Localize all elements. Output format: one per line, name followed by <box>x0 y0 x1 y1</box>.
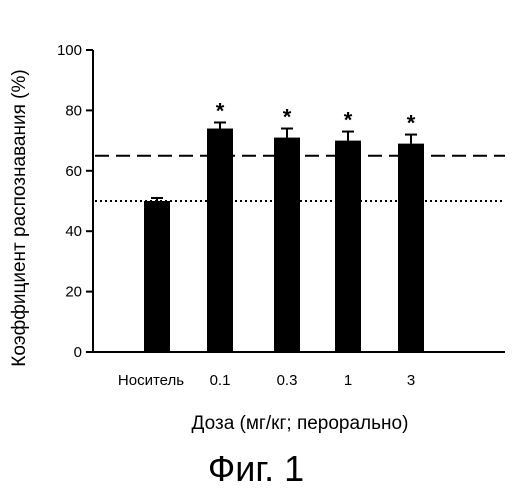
x-tick-label-1: 0.1 <box>210 372 231 389</box>
y-tick-label-60: 60 <box>65 163 82 180</box>
x-tick-label-3: 1 <box>344 372 352 389</box>
x-tick-label-0: Носитель <box>118 372 184 389</box>
bar-1 <box>207 129 233 352</box>
bars: * * * * <box>144 98 424 352</box>
bar-3 <box>335 141 361 352</box>
bar-2 <box>274 138 300 352</box>
significance-marker-4: * <box>407 111 416 136</box>
x-tick-labels: Носитель 0.1 0.3 1 3 <box>118 372 415 389</box>
bar-0 <box>144 201 170 352</box>
y-tick-label-40: 40 <box>65 223 82 240</box>
y-axis-label: Коэффициент распознавания (%) <box>9 69 30 366</box>
y-axis: 0 20 40 60 80 100 <box>57 42 93 361</box>
y-tick-label-80: 80 <box>65 102 82 119</box>
significance-marker-3: * <box>344 108 353 133</box>
y-tick-label-20: 20 <box>65 284 82 301</box>
bar-chart: 0 20 40 60 80 100 * * * * Носитель 0.1 0.3 1 3 Коэфф… <box>0 0 512 440</box>
x-tick-label-4: 3 <box>407 372 415 389</box>
significance-marker-2: * <box>283 105 292 130</box>
x-tick-label-2: 0.3 <box>277 372 298 389</box>
figure-caption: Фиг. 1 <box>0 448 512 490</box>
y-tick-label-100: 100 <box>57 42 82 59</box>
y-tick-label-0: 0 <box>74 344 82 361</box>
x-axis-label: Доза (мг/кг; перорально) <box>192 413 409 434</box>
significance-marker-1: * <box>216 98 225 123</box>
bar-4 <box>398 144 424 352</box>
